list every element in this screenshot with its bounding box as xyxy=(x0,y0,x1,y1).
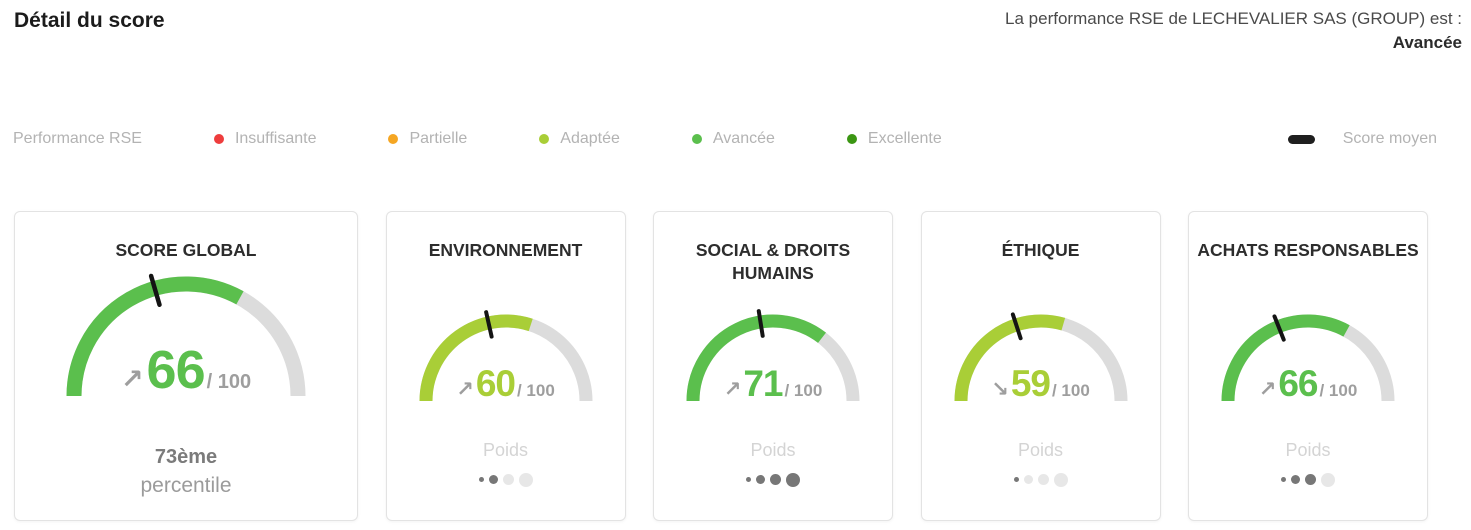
score-value: 59 xyxy=(1010,363,1051,404)
weight-dots xyxy=(1013,472,1068,487)
legend-item-avancee: Avancée xyxy=(691,130,775,148)
weight-dots xyxy=(746,472,800,487)
average-score-dash-icon xyxy=(1287,134,1315,144)
card-environnement[interactable]: ENVIRONNEMENT ↗ 60 / 100 Poids xyxy=(385,211,626,521)
trend-up-arrow-icon: ↗ xyxy=(723,377,742,401)
gauge-arc xyxy=(419,310,592,402)
weight-dot-filled xyxy=(786,472,800,487)
legend-item-excellente: Excellente xyxy=(846,130,942,148)
score-value: 66 xyxy=(1278,363,1318,404)
card-title: ENVIRONNEMENT xyxy=(428,240,583,260)
weight-dot-empty xyxy=(1321,472,1335,487)
level-dot-icon xyxy=(213,134,224,144)
performance-sentence: La performance RSE de LECHEVALIER SAS (G… xyxy=(1005,9,1462,28)
weight-dot-filled xyxy=(488,475,498,484)
weight-dot-empty xyxy=(1023,475,1033,484)
card-achats-responsables[interactable]: ACHATS RESPONSABLES ↗ 66 / 100 Poids xyxy=(1188,211,1428,521)
weight-dot-filled xyxy=(1305,474,1316,485)
weight-dot-filled xyxy=(770,474,781,485)
weight-label: Poids xyxy=(482,440,529,460)
weight-label: Poids xyxy=(750,440,796,460)
card-score-global[interactable]: SCORE GLOBAL ↗ 66 / 100 73ème percentile xyxy=(14,211,358,521)
legend-title: Performance RSE xyxy=(13,130,142,147)
performance-level: Avancée xyxy=(1392,33,1462,53)
legend-item-score-moyen: Score moyen xyxy=(1287,130,1437,148)
level-dot-icon xyxy=(846,134,857,144)
trend-up-arrow-icon: ↗ xyxy=(456,377,474,401)
percentile-label: percentile xyxy=(140,473,232,497)
score-value: 71 xyxy=(743,363,783,404)
weight-label: Poids xyxy=(1285,440,1331,460)
score-max: / 100 xyxy=(1319,381,1358,400)
gauge-arc xyxy=(1221,314,1395,402)
weight-dot-filled xyxy=(1013,477,1019,482)
page-title: Détail du score xyxy=(14,9,165,32)
weight-dots xyxy=(1281,472,1335,487)
score-line: ↘ 59 / 100 xyxy=(954,365,1128,402)
gauge-arc xyxy=(686,309,860,402)
weight-dot-filled xyxy=(1281,477,1286,482)
weight-dots xyxy=(478,472,533,487)
weight-dot-empty xyxy=(518,472,533,487)
score-line: ↗ 66 / 100 xyxy=(66,343,306,397)
trend-up-arrow-icon: ↗ xyxy=(120,363,144,395)
legend-item-partielle: Partielle xyxy=(388,130,467,148)
gauge-score-global: ↗ 66 / 100 xyxy=(66,272,306,404)
weight-dot-filled xyxy=(746,477,751,482)
card-ethique[interactable]: ÉTHIQUE ↘ 59 / 100 Poids xyxy=(920,211,1161,521)
legend-item-label: Excellente xyxy=(867,130,942,147)
legend-item-label: Avancée xyxy=(712,130,775,147)
score-value: 60 xyxy=(475,363,516,404)
score-max: / 100 xyxy=(206,370,252,393)
score-line: ↗ 60 / 100 xyxy=(419,365,593,402)
score-line: ↗ 71 / 100 xyxy=(686,365,860,402)
weight-dot-empty xyxy=(502,474,514,485)
weight-dot-filled xyxy=(756,475,765,484)
trend-up-arrow-icon: ↗ xyxy=(1258,377,1277,401)
score-value: 66 xyxy=(146,339,206,400)
level-dot-icon xyxy=(539,134,550,144)
card-social-droits-humains[interactable]: SOCIAL & DROITS HUMAINS ↗ 71 / 100 Poids xyxy=(653,211,893,521)
weight-dot-empty xyxy=(1037,474,1049,485)
score-max: / 100 xyxy=(516,381,555,400)
score-max: / 100 xyxy=(784,381,823,400)
gauge-arc xyxy=(954,312,1127,402)
gauge-arc xyxy=(66,273,306,396)
performance-legend: Performance RSE Insuffisante Partielle A… xyxy=(13,126,1437,152)
gauge-achats: ↗ 66 / 100 xyxy=(1221,308,1395,408)
weight-label: Poids xyxy=(1017,440,1064,460)
legend-item-label: Partielle xyxy=(409,130,468,147)
score-max: / 100 xyxy=(1051,381,1090,400)
level-dot-icon xyxy=(691,134,702,144)
legend-item-insuffisante: Insuffisante xyxy=(213,130,317,148)
card-title: SCORE GLOBAL xyxy=(115,240,257,260)
legend-item-label: Insuffisante xyxy=(234,130,317,147)
trend-down-arrow-icon: ↘ xyxy=(991,377,1009,401)
weight-dot-filled xyxy=(478,477,484,482)
performance-summary: La performance RSE de LECHEVALIER SAS (G… xyxy=(1005,7,1462,55)
legend-item-adaptee: Adaptée xyxy=(539,130,620,148)
card-title: ÉTHIQUE xyxy=(1001,240,1080,260)
gauge-environnement: ↗ 60 / 100 xyxy=(419,308,593,408)
weight-dot-filled xyxy=(1291,475,1300,484)
legend-average-label: Score moyen xyxy=(1342,130,1437,147)
card-title: SOCIAL & DROITS HUMAINS xyxy=(695,240,851,283)
weight-dot-empty xyxy=(1053,472,1068,487)
percentile-block: 73ème percentile xyxy=(140,446,231,498)
score-line: ↗ 66 / 100 xyxy=(1221,365,1395,402)
score-cards-row: SCORE GLOBAL ↗ 66 / 100 73ème percentile… xyxy=(14,211,1428,521)
level-dot-icon xyxy=(388,134,399,144)
gauge-social: ↗ 71 / 100 xyxy=(686,308,860,408)
legend-item-label: Adaptée xyxy=(560,130,620,147)
card-title: ACHATS RESPONSABLES xyxy=(1197,240,1419,260)
gauge-ethique: ↘ 59 / 100 xyxy=(954,308,1128,408)
percentile-value: 73ème xyxy=(154,445,218,468)
